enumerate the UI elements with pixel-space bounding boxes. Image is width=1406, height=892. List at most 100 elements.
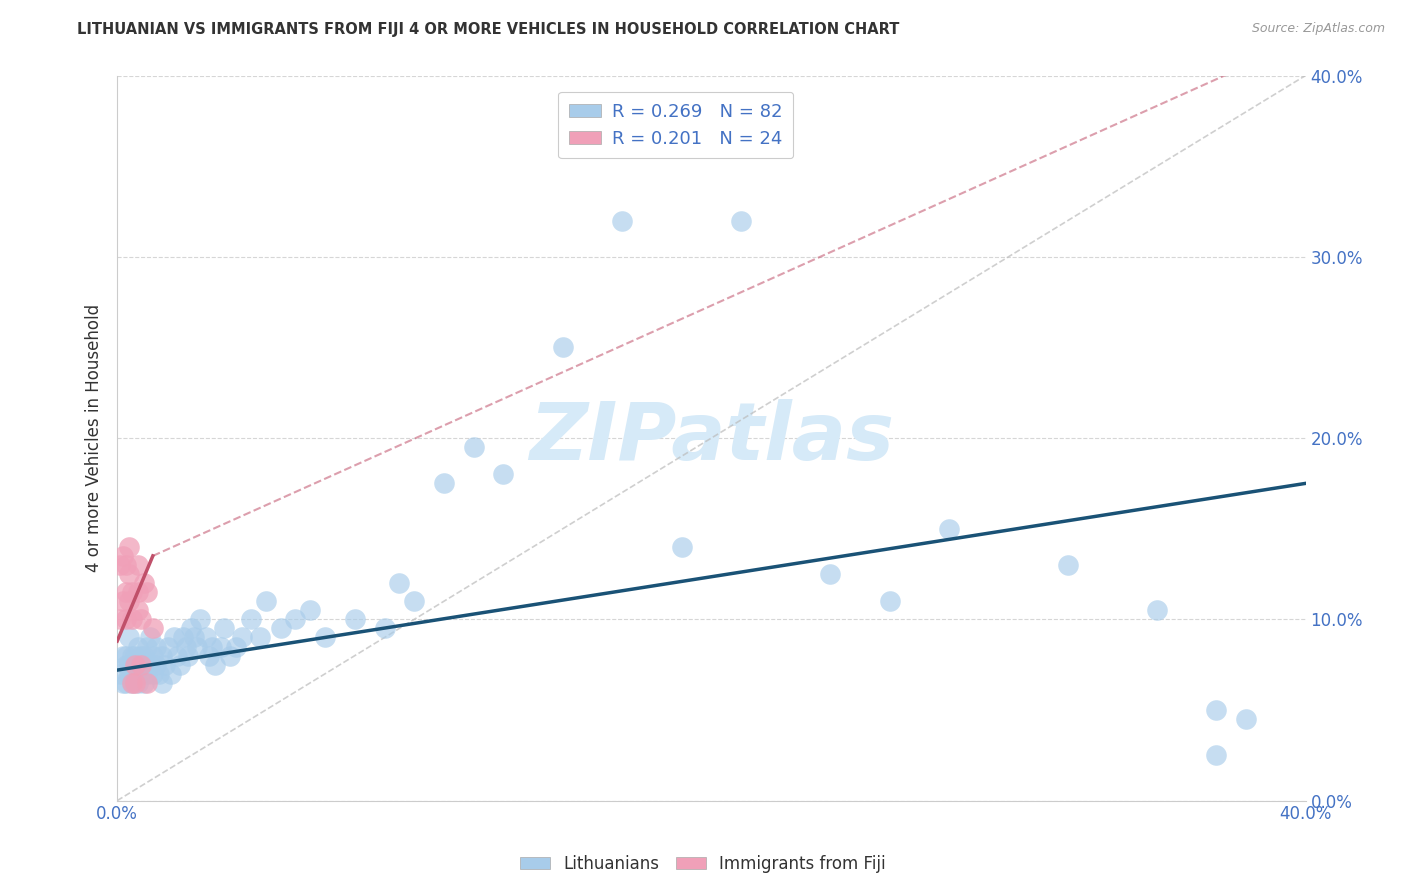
Point [254,594,277,608]
Point [879,594,901,608]
Point [463,440,485,454]
Legend: R = 0.269   N = 82, R = 0.201   N = 24: R = 0.269 N = 82, R = 0.201 N = 24 [558,92,793,159]
Point [118,631,141,645]
Point [404,594,426,608]
Point [150,648,173,663]
Point [159,666,181,681]
Point [183,631,205,645]
Point [551,340,574,354]
Point [121,666,143,681]
Point [132,648,155,663]
Point [209,640,232,654]
Point [186,640,208,654]
Point [195,631,218,645]
Point [148,666,170,681]
Point [172,631,194,645]
Point [108,612,131,626]
Point [129,657,152,672]
Point [162,631,184,645]
Point [121,675,143,690]
Point [115,657,138,672]
Point [166,648,188,663]
Point [121,612,143,626]
Point [108,666,131,681]
Point [121,648,143,663]
Point [612,213,634,227]
Point [118,540,141,554]
Point [121,675,143,690]
Point [938,522,960,536]
Text: LITHUANIAN VS IMMIGRANTS FROM FIJI 4 OR MORE VEHICLES IN HOUSEHOLD CORRELATION C: LITHUANIAN VS IMMIGRANTS FROM FIJI 4 OR … [77,22,900,37]
Text: Source: ZipAtlas.com: Source: ZipAtlas.com [1251,22,1385,36]
Point [124,657,146,672]
Point [174,640,197,654]
Point [145,640,167,654]
Point [132,576,155,591]
Point [108,558,131,572]
Point [124,648,146,663]
Point [112,675,135,690]
Point [198,648,221,663]
Point [118,567,141,582]
Point [129,648,152,663]
Point [127,640,149,654]
Point [129,657,152,672]
Point [492,467,515,482]
Point [124,675,146,690]
Point [239,612,262,626]
Point [142,648,165,663]
Point [249,631,271,645]
Point [142,666,165,681]
Y-axis label: 4 or more Vehicles in Household: 4 or more Vehicles in Household [86,304,103,572]
Point [169,657,191,672]
Point [112,648,135,663]
Point [139,631,162,645]
Point [142,621,165,635]
Point [115,585,138,599]
Point [374,621,396,635]
Point [153,657,176,672]
Point [1205,748,1227,763]
Point [118,657,141,672]
Point [115,648,138,663]
Point [118,594,141,608]
Point [204,657,226,672]
Point [177,648,200,663]
Point [190,612,212,626]
Point [124,666,146,681]
Point [124,657,146,672]
Point [1146,603,1168,617]
Point [112,594,135,608]
Point [129,612,152,626]
Point [135,640,157,654]
Point [139,657,162,672]
Point [115,612,138,626]
Point [135,666,157,681]
Point [135,675,157,690]
Point [219,648,242,663]
Point [156,640,179,654]
Point [299,603,322,617]
Point [118,666,141,681]
Point [212,621,235,635]
Text: ZIPatlas: ZIPatlas [529,399,894,477]
Point [388,576,411,591]
Point [730,213,752,227]
Point [433,476,456,491]
Point [132,675,155,690]
Point [1056,558,1078,572]
Point [818,567,841,582]
Point [145,657,167,672]
Point [284,612,307,626]
Point [314,631,336,645]
Point [201,640,224,654]
Point [343,612,366,626]
Point [671,540,693,554]
Point [112,549,135,563]
Point [115,558,138,572]
Legend: Lithuanians, Immigrants from Fiji: Lithuanians, Immigrants from Fiji [513,848,893,880]
Point [180,621,202,635]
Point [225,640,247,654]
Point [127,603,149,617]
Point [127,675,149,690]
